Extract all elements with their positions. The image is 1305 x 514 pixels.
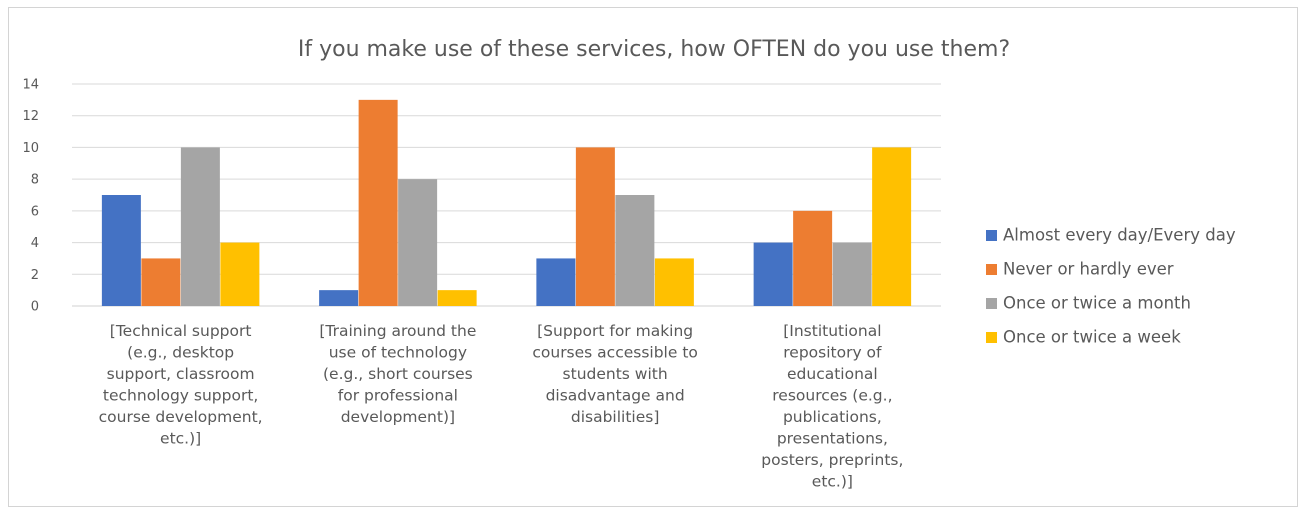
category-label-line: resources (e.g., [772,387,892,405]
category-label-line: (e.g., desktop [127,344,234,362]
category-label-line: [Institutional [783,322,881,340]
category-label: [Support for making courses accessible to… [532,322,698,426]
category-label-line: support, classroom [107,365,255,383]
bar [358,99,398,306]
legend-label: Once or twice a week [1003,328,1181,347]
bar [832,242,872,306]
category-label-line: course development, [99,408,263,426]
bar [101,195,141,306]
legend-swatch [986,230,997,241]
y-tick-label: 6 [31,204,39,219]
legend-label: Never or hardly ever [1003,260,1174,279]
bar [398,179,438,306]
y-tick-label: 14 [22,78,39,93]
bar [654,258,694,306]
bar [575,147,615,306]
category-label-line: presentations, [777,430,888,448]
y-tick-label: 12 [22,109,39,124]
bar [872,147,912,306]
category-label: [Technical support (e.g., desktop support,… [99,322,263,448]
legend-swatch [986,264,997,275]
bar-chart: If you make use of these services, how O… [22,37,1236,491]
category-label-line: disabilities] [571,408,660,426]
category-label-line: (e.g., short courses [323,365,473,383]
category-label: [Training around the use of technology (e.… [319,322,476,426]
chart-title: If you make use of these services, how O… [298,37,1010,62]
legend-label: Almost every day/Every day [1003,226,1236,245]
category-label-line: posters, preprints, [761,451,903,469]
category-label-line: [Training around the [319,322,476,340]
category-label-line: courses accessible to [532,344,698,362]
category-label-line: use of technology [329,344,467,362]
category-label-line: etc.)] [160,430,201,448]
bar [536,258,576,306]
bars [101,99,912,306]
category-label: [Institutional repository of educational re… [761,322,903,491]
category-label-line: for professional [338,387,458,405]
category-label-line: [Technical support [110,322,252,340]
category-label-line: disadvantage and [546,387,685,405]
bar [615,195,655,306]
x-axis-categories: [Technical support (e.g., desktop support,… [99,322,904,491]
y-tick-label: 8 [31,173,39,188]
chart-container: If you make use of these services, how O… [8,7,1298,507]
y-axis-ticks: 0 2 4 6 8 10 12 14 [22,78,39,315]
legend-swatch [986,298,997,309]
bar [437,290,477,306]
bar [793,210,833,306]
category-label-line: repository of [783,344,882,362]
bar [180,147,220,306]
category-label-line: technology support, [103,387,258,405]
bar [141,258,181,306]
category-label-line: development)] [341,408,455,426]
category-label-line: [Support for making [537,322,693,340]
legend-swatch [986,332,997,343]
y-tick-label: 0 [31,300,39,315]
category-label-line: publications, [783,408,882,426]
legend: Almost every day/Every day Never or hardl… [986,226,1236,347]
bar [319,290,359,306]
y-tick-label: 10 [22,141,39,156]
y-tick-label: 2 [31,268,39,283]
bar [753,242,793,306]
category-label-line: students with [563,365,668,383]
y-tick-label: 4 [31,236,39,251]
bar [220,242,260,306]
category-label-line: etc.)] [812,473,853,491]
category-label-line: educational [787,365,878,383]
legend-label: Once or twice a month [1003,294,1191,313]
